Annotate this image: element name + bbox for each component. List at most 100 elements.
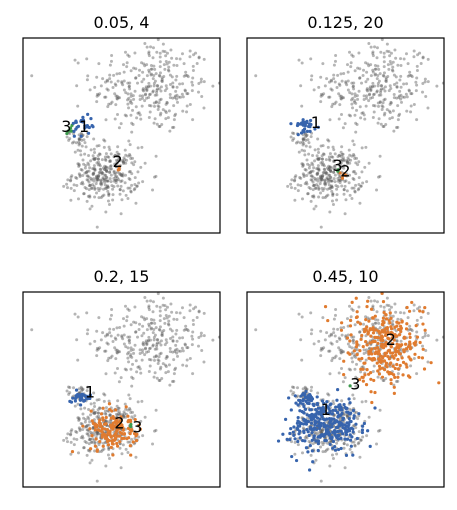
cluster-2-point: [381, 338, 385, 342]
background-point: [168, 129, 172, 133]
background-point: [143, 64, 147, 68]
background-point: [122, 342, 126, 346]
background-point: [106, 359, 110, 363]
background-point: [90, 440, 94, 444]
cluster-label: 3: [132, 418, 142, 437]
background-point: [88, 461, 92, 465]
background-point: [355, 348, 359, 352]
background-point: [401, 95, 405, 99]
background-point: [154, 154, 158, 158]
background-point: [191, 337, 195, 341]
background-point: [191, 118, 195, 122]
background-point: [104, 175, 108, 179]
background-point: [313, 148, 317, 152]
background-point: [308, 164, 312, 168]
background-point: [384, 78, 388, 82]
background-point: [320, 186, 324, 190]
background-point: [95, 329, 99, 333]
background-point: [365, 88, 369, 92]
background-point: [107, 192, 111, 196]
cluster-2-point: [368, 328, 372, 332]
background-point: [126, 307, 130, 311]
background-point: [114, 158, 118, 162]
background-point: [320, 347, 324, 351]
background-point: [334, 53, 338, 57]
background-point: [362, 68, 366, 72]
cluster-2-point: [380, 375, 385, 379]
background-point: [367, 93, 371, 97]
background-point: [101, 331, 105, 335]
background-point: [342, 325, 346, 329]
background-point: [168, 350, 172, 354]
background-point: [134, 330, 138, 334]
background-point: [126, 440, 130, 444]
background-point: [415, 83, 419, 87]
background-point: [107, 145, 111, 149]
cluster-2-point: [374, 350, 378, 354]
background-point: [352, 81, 356, 85]
cluster-1-point: [89, 117, 93, 121]
background-point: [355, 108, 359, 112]
background-point: [157, 378, 161, 382]
background-point: [359, 184, 363, 188]
background-point: [99, 178, 103, 182]
cluster-2-point: [429, 361, 433, 365]
background-point: [185, 327, 189, 331]
background-point: [348, 447, 352, 451]
background-point: [311, 153, 315, 157]
background-point: [95, 398, 99, 402]
background-point: [121, 159, 125, 163]
background-point: [68, 433, 72, 437]
background-point: [178, 311, 182, 315]
background-point: [86, 178, 90, 182]
cluster-1-point: [328, 409, 332, 413]
background-point: [310, 161, 314, 165]
background-point: [404, 92, 408, 96]
background-point: [359, 438, 363, 442]
background-point: [95, 479, 99, 483]
background-point: [330, 333, 334, 337]
cluster-2-point: [355, 343, 359, 347]
background-point: [406, 62, 410, 66]
background-point: [328, 165, 332, 169]
background-point: [382, 305, 386, 309]
background-point: [124, 161, 128, 165]
background-point: [140, 96, 144, 100]
background-point: [172, 379, 176, 383]
background-point: [354, 183, 358, 187]
background-point: [353, 69, 357, 73]
background-point: [375, 310, 379, 314]
cluster-2-point: [382, 359, 387, 363]
background-point: [232, 356, 235, 359]
cluster-1-point: [347, 422, 351, 427]
background-point: [297, 312, 301, 316]
background-point: [408, 70, 412, 74]
background-point: [178, 57, 182, 61]
cluster-2-point: [413, 352, 417, 356]
background-point: [367, 415, 371, 419]
background-point: [158, 55, 162, 59]
background-point: [426, 57, 430, 61]
background-point: [144, 341, 148, 345]
background-point: [409, 73, 413, 77]
background-point: [320, 157, 324, 161]
background-point: [123, 113, 127, 117]
cluster-2-point: [369, 377, 373, 381]
background-point: [108, 327, 112, 331]
cluster-1-point: [302, 410, 306, 415]
background-point: [335, 452, 339, 456]
background-point: [108, 331, 112, 335]
background-point: [112, 185, 116, 189]
background-point: [383, 89, 387, 93]
background-point: [117, 380, 121, 384]
background-point: [110, 354, 114, 358]
background-point: [335, 198, 339, 202]
background-point: [134, 76, 138, 80]
cluster-2-point: [418, 340, 422, 345]
background-point: [86, 415, 90, 419]
background-point: [87, 423, 91, 427]
cluster-2-point: [93, 428, 97, 432]
background-point: [332, 331, 336, 335]
cluster-2-point: [93, 422, 98, 426]
cluster-2-point: [361, 345, 365, 349]
